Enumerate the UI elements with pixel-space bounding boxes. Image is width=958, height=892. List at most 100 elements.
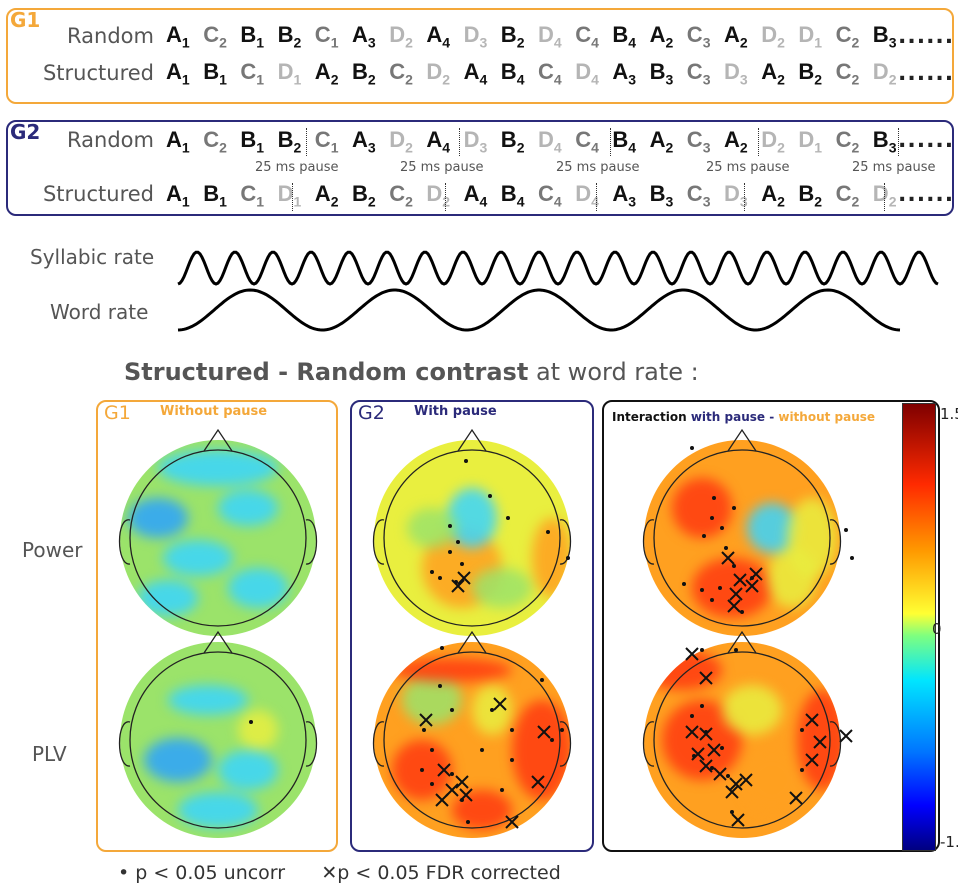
uncorrected-marker — [732, 506, 736, 510]
syllable-token: C1 — [240, 59, 265, 88]
fdr-marker — [739, 773, 753, 787]
g2-label: G2 — [10, 120, 41, 144]
fdr-marker — [727, 599, 741, 613]
syllable-token: C2 — [389, 181, 413, 210]
uncorrected-marker — [438, 576, 442, 580]
syllable-token: C2 — [835, 127, 860, 156]
syllable-token: B4 — [612, 127, 637, 156]
g1-sequence-box — [6, 8, 954, 104]
uncorrected-marker — [726, 774, 730, 778]
uncorrected-marker — [510, 758, 514, 762]
uncorrected-marker — [702, 534, 706, 538]
uncorrected-marker — [448, 524, 452, 528]
panel1-group-label: G1 — [104, 402, 131, 424]
syllable-token: D2 — [426, 181, 451, 210]
fdr-marker — [805, 713, 819, 727]
uncorrected-marker — [710, 516, 714, 520]
fdr-marker — [805, 753, 819, 767]
syllable-token: D1 — [277, 59, 302, 88]
uncorrected-marker — [430, 748, 434, 752]
syllable-token: C2 — [203, 127, 227, 156]
syllable-token: B1 — [240, 127, 265, 156]
g2-structured-ellipsis: ...... — [898, 182, 955, 207]
fdr-marker — [749, 567, 763, 581]
uncorrected-marker — [480, 748, 484, 752]
g2-structured-label: Structured — [42, 182, 154, 206]
g2-random-ellipsis: ...... — [898, 128, 955, 153]
uncorrected-marker — [540, 678, 544, 682]
uncorrected-marker — [249, 720, 253, 724]
plv-row-label: PLV — [32, 742, 67, 766]
syllabic-wave — [177, 250, 939, 286]
syllable-token: C1 — [240, 181, 265, 210]
word-wave — [177, 288, 901, 332]
syllable-token: D4 — [575, 59, 599, 88]
fdr-marker — [419, 713, 433, 727]
panel3-title-b: with pause - — [690, 410, 775, 424]
syllable-token: D1 — [798, 127, 823, 156]
panel1-title: Without pause — [160, 404, 268, 419]
uncorrected-marker — [450, 772, 454, 776]
fdr-marker — [505, 815, 519, 829]
syllable-token: A2 — [724, 127, 748, 156]
syllable-token: B2 — [352, 59, 376, 88]
fdr-marker — [839, 729, 853, 743]
syllable-token: A3 — [612, 181, 637, 210]
syllable-token: B3 — [872, 22, 897, 51]
word-rate-label: Word rate — [50, 300, 149, 324]
uncorrected-marker — [460, 562, 464, 566]
panel-g2-with-pause — [350, 400, 594, 852]
fdr-marker — [685, 725, 699, 739]
fdr-marker — [699, 759, 713, 773]
fdr-marker — [721, 551, 735, 565]
syllable-token: C4 — [575, 127, 599, 156]
fdr-marker — [813, 735, 827, 749]
syllable-token: C2 — [835, 181, 860, 210]
syllable-token: B2 — [500, 127, 525, 156]
fdr-marker — [699, 671, 713, 685]
syllable-token: A3 — [612, 59, 637, 88]
contrast-title-rest: at word rate : — [535, 358, 699, 386]
syllable-token: B2 — [277, 127, 302, 156]
uncorrected-marker — [712, 496, 716, 500]
topo-g1-plv — [118, 630, 318, 838]
fdr-marker — [493, 697, 507, 711]
syllable-token: D2 — [761, 22, 785, 51]
fdr-marker — [685, 647, 699, 661]
syllable-token: B1 — [203, 181, 227, 210]
pause-divider — [292, 183, 293, 211]
syllable-token: A4 — [426, 127, 451, 156]
panel2-title: With pause — [414, 404, 497, 419]
syllable-token: B4 — [500, 59, 525, 88]
g1-structured-ellipsis: ...... — [898, 61, 955, 86]
syllable-token: D1 — [277, 181, 302, 210]
syllable-token: B3 — [649, 59, 674, 88]
fdr-marker — [437, 763, 451, 777]
uncorrected-marker — [546, 530, 550, 534]
uncorrected-marker — [844, 528, 848, 532]
fdr-marker — [451, 579, 465, 593]
syllable-token: D4 — [538, 22, 562, 51]
panel3-title-c: without pause — [778, 410, 876, 424]
syllable-token: C3 — [686, 59, 711, 88]
contrast-title-bold: Structured - Random contrast — [124, 358, 529, 386]
syllable-token: A3 — [352, 22, 376, 51]
syllable-token: A4 — [463, 59, 488, 88]
g2-random-label: Random — [67, 128, 154, 152]
fdr-marker — [537, 725, 551, 739]
fdr-marker — [789, 791, 803, 805]
topo-g1-power — [118, 428, 318, 636]
syllable-token: B4 — [500, 181, 525, 210]
fdr-marker — [745, 579, 759, 593]
pause-divider — [306, 128, 307, 156]
fdr-marker — [729, 587, 743, 601]
syllable-token: D4 — [575, 181, 599, 210]
uncorrected-marker — [440, 646, 444, 650]
uncorrected-marker — [720, 746, 724, 750]
pause-divider — [610, 128, 611, 156]
uncorrected-marker — [422, 728, 426, 732]
uncorrected-marker — [700, 588, 704, 592]
panel3-title: Interaction with pause - without pause — [612, 410, 875, 424]
pause-divider — [884, 183, 885, 211]
